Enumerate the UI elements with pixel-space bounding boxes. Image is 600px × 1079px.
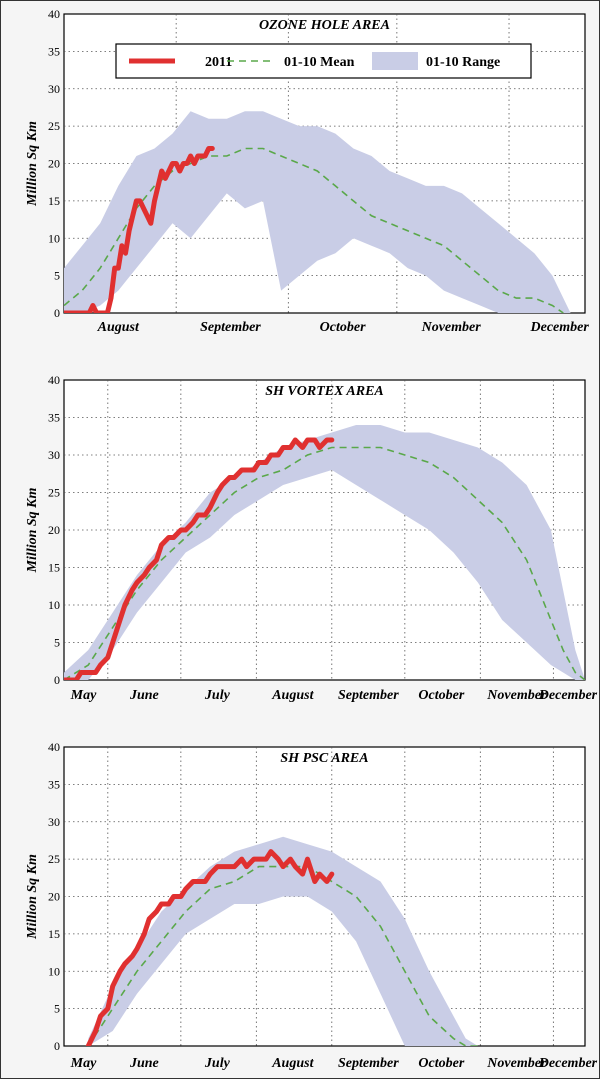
y-tick-label: 15 [48, 561, 60, 575]
x-tick-label: September [338, 688, 399, 703]
y-tick-label: 5 [54, 636, 60, 650]
x-tick-label: July [204, 1056, 231, 1071]
y-tick-label: 15 [48, 927, 60, 941]
y-axis-label: Million Sq Km [25, 854, 40, 940]
legend-label: 2011 [205, 55, 232, 70]
y-tick-label: 10 [48, 598, 60, 612]
series-mean-line [64, 446, 585, 680]
chart-title: SH VORTEX AREA [265, 384, 384, 399]
x-tick-label: August [271, 1056, 314, 1071]
x-tick-label: August [97, 320, 140, 335]
legend-box [115, 43, 532, 79]
y-tick-label: 25 [48, 486, 60, 500]
x-tick-label: November [486, 688, 547, 703]
y-tick-label: 40 [48, 7, 60, 21]
y-tick-label: 30 [48, 82, 60, 96]
y-tick-label: 35 [48, 44, 60, 58]
x-tick-label: November [486, 1056, 547, 1071]
x-tick-label: October [418, 1056, 464, 1071]
y-tick-label: 30 [48, 815, 60, 829]
y-tick-label: 20 [48, 890, 60, 904]
y-tick-label: 25 [48, 852, 60, 866]
x-tick-label: November [421, 320, 482, 335]
x-tick-label: December [538, 688, 598, 703]
series-2011-line [64, 146, 215, 313]
y-axis-label: Million Sq Km [25, 487, 40, 573]
x-tick-label: June [129, 688, 159, 703]
legend-swatch-range [372, 52, 418, 70]
x-tick-label: September [338, 1056, 399, 1071]
y-tick-label: 5 [54, 269, 60, 283]
x-tick-label: June [129, 1056, 159, 1071]
chart-title: OZONE HOLE AREA [259, 18, 390, 33]
series-2011-line [85, 849, 335, 1046]
y-tick-label: 20 [48, 523, 60, 537]
chart-title: SH PSC AREA [280, 751, 368, 766]
y-tick-label: 40 [48, 373, 60, 387]
legend-label: 01-10 Mean [284, 55, 355, 70]
series-2011-line [64, 437, 335, 680]
y-tick-label: 10 [48, 231, 60, 245]
x-tick-label: September [200, 320, 261, 335]
y-tick-label: 25 [48, 119, 60, 133]
x-tick-label: May [70, 688, 97, 703]
chart-panel-2: 0 5 10 15 20 25 30 35 40 May June July August Septemb… [25, 373, 598, 703]
y-axis-label: Million Sq Km [25, 121, 40, 207]
y-tick-label: 40 [48, 740, 60, 754]
chart-panel-1: 0 5 10 15 20 25 30 35 40 August September October No… [25, 7, 589, 335]
y-tick-label: 0 [54, 306, 60, 320]
series-range-band [64, 425, 585, 680]
y-tick-label: 20 [48, 157, 60, 171]
x-tick-label: October [320, 320, 366, 335]
chart-panel-3: 0 5 10 15 20 25 30 35 40 May June July August Septemb… [25, 740, 598, 1071]
x-tick-label: May [70, 1056, 97, 1071]
legend-label: 01-10 Range [426, 55, 500, 70]
y-tick-label: 15 [48, 194, 60, 208]
y-tick-label: 0 [54, 673, 60, 687]
series-mean-line [64, 147, 564, 313]
y-tick-label: 0 [54, 1039, 60, 1053]
y-tick-label: 35 [48, 411, 60, 425]
x-tick-label: October [418, 688, 464, 703]
x-tick-label: July [204, 688, 231, 703]
x-tick-label: December [538, 1056, 598, 1071]
y-tick-label: 30 [48, 448, 60, 462]
x-tick-label: December [530, 320, 590, 335]
y-tick-label: 5 [54, 1002, 60, 1016]
y-tick-label: 35 [48, 777, 60, 791]
legend: 2011 01-10 Mean 01-10 Range [115, 43, 532, 79]
x-tick-label: August [271, 688, 314, 703]
y-tick-label: 10 [48, 964, 60, 978]
